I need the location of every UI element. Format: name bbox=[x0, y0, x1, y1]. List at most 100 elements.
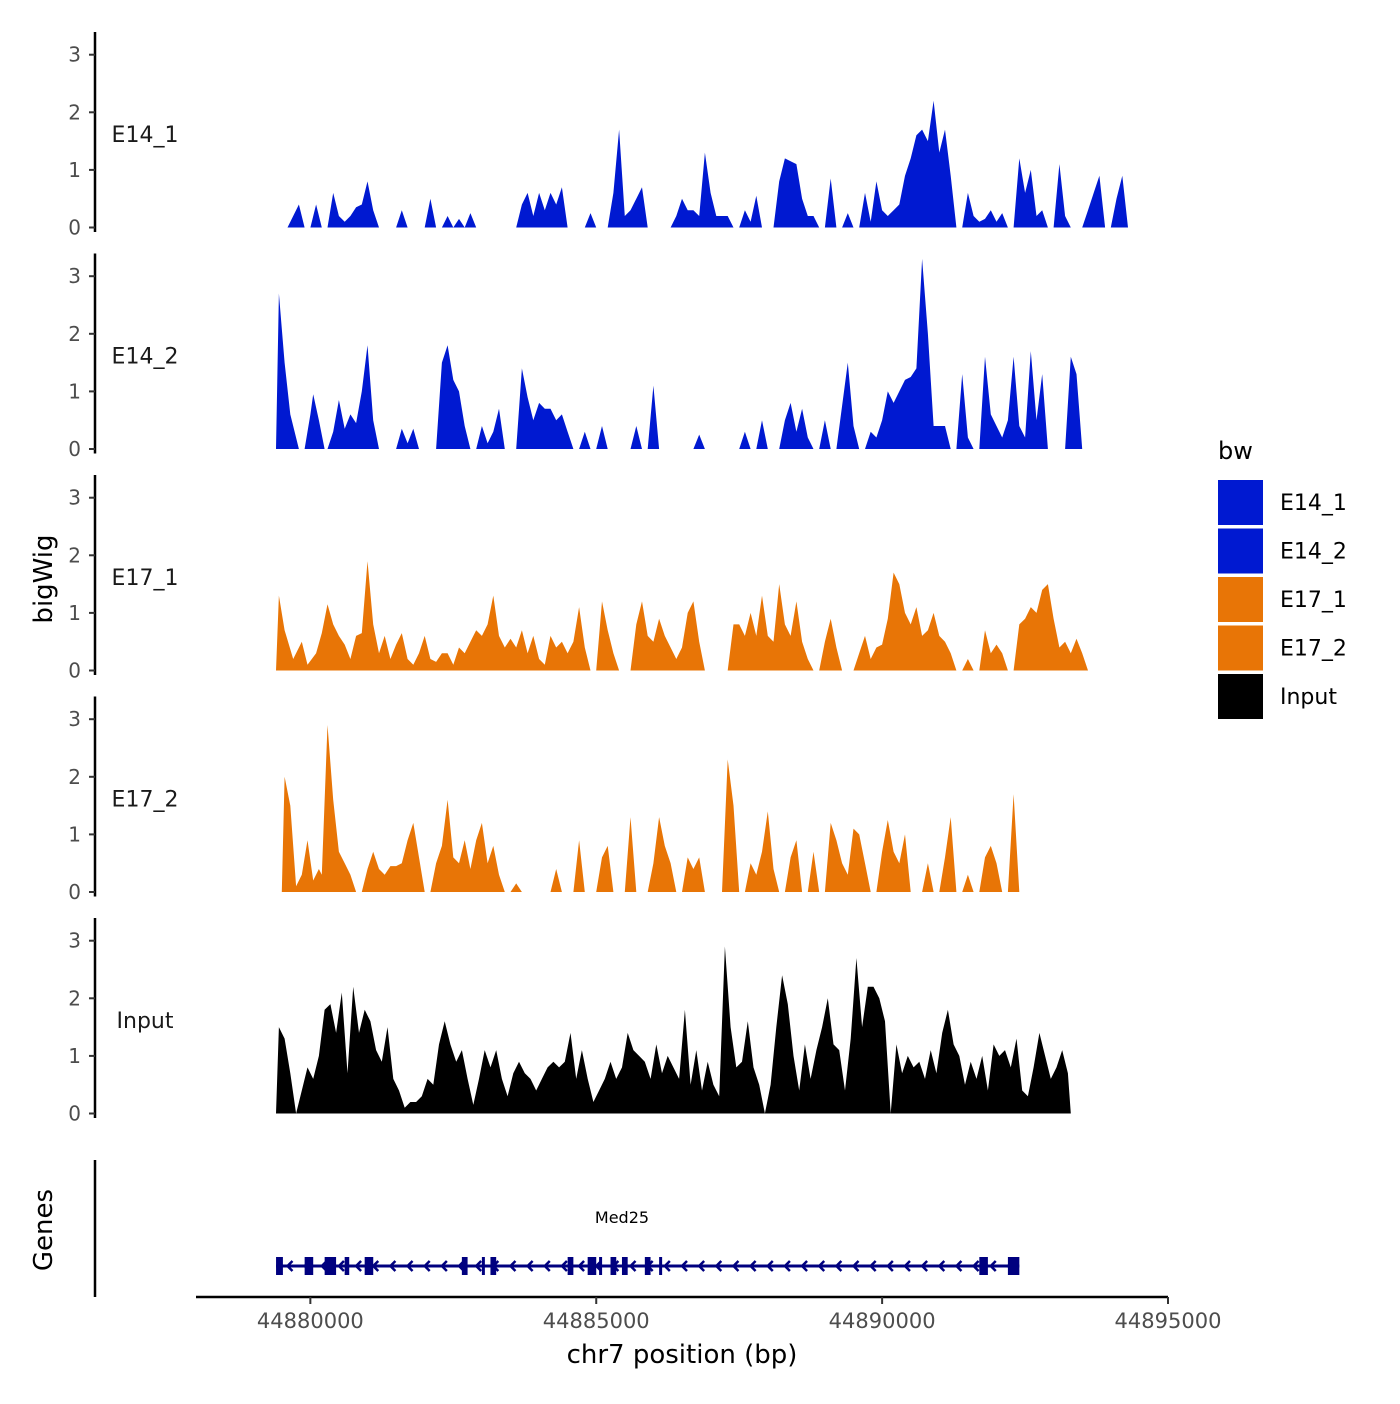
panel-label: E17_1 bbox=[112, 566, 179, 591]
y-tick-label: 2 bbox=[68, 100, 81, 124]
legend-entry-label: E14_1 bbox=[1280, 491, 1347, 516]
strand-arrow bbox=[354, 1260, 362, 1272]
genes-axis-title: Genes bbox=[29, 1189, 59, 1271]
panel-label: E14_2 bbox=[112, 345, 179, 370]
legend-entry-label: E17_2 bbox=[1280, 637, 1347, 662]
panel-e17-2: 0 1 2 3 E17_2 bbox=[68, 696, 1020, 904]
y-axis-title: bigWig bbox=[29, 534, 59, 623]
strand-arrow bbox=[765, 1260, 774, 1272]
y-tick-label: 0 bbox=[68, 216, 81, 240]
x-tick-label: 44895000 bbox=[1115, 1309, 1222, 1333]
y-tick-label: 1 bbox=[68, 158, 81, 182]
x-tick-label: 44880000 bbox=[257, 1309, 364, 1333]
exon-block bbox=[621, 1257, 628, 1275]
strand-arrow bbox=[954, 1260, 963, 1272]
strand-arrow bbox=[817, 1260, 826, 1272]
exon-block bbox=[599, 1257, 603, 1275]
strand-arrow bbox=[868, 1260, 877, 1272]
y-tick-label: 0 bbox=[68, 1102, 81, 1126]
legend-entry-label: E17_1 bbox=[1280, 588, 1347, 613]
legend-swatch bbox=[1218, 625, 1263, 671]
strand-arrow bbox=[422, 1260, 431, 1272]
exon-block bbox=[276, 1257, 283, 1275]
legend-swatch bbox=[1218, 577, 1263, 622]
strand-arrow bbox=[680, 1260, 688, 1272]
y-tick-label: 2 bbox=[68, 322, 81, 346]
strand-arrow bbox=[971, 1260, 980, 1272]
legend-title: bw bbox=[1218, 437, 1253, 465]
legend-swatch bbox=[1218, 528, 1263, 574]
strand-arrow bbox=[903, 1260, 911, 1272]
strand-arrow bbox=[731, 1260, 740, 1272]
strand-arrow bbox=[920, 1260, 929, 1272]
y-tick-label: 0 bbox=[68, 880, 81, 904]
exon-block bbox=[304, 1257, 314, 1275]
exon-block bbox=[364, 1257, 374, 1275]
panel-e14-1: 0 1 2 3 E14_1 bbox=[68, 32, 1128, 240]
signal-area bbox=[276, 561, 1088, 671]
strand-arrow bbox=[543, 1260, 551, 1272]
gene-label: Med25 bbox=[595, 1208, 649, 1227]
strand-arrow bbox=[748, 1260, 757, 1272]
exon-block bbox=[587, 1257, 597, 1275]
signal-area bbox=[276, 946, 1071, 1114]
exon-block bbox=[610, 1257, 617, 1275]
exon-block bbox=[481, 1257, 485, 1275]
strand-arrow bbox=[525, 1260, 534, 1272]
strand-arrow bbox=[405, 1260, 414, 1272]
exon-block bbox=[979, 1257, 988, 1275]
x-tick-label: 44890000 bbox=[829, 1309, 936, 1333]
strand-arrow bbox=[440, 1260, 448, 1272]
signal-area bbox=[281, 725, 1020, 892]
strand-arrow bbox=[886, 1260, 894, 1272]
y-tick-label: 3 bbox=[68, 707, 81, 731]
strand-arrow bbox=[285, 1260, 294, 1272]
x-axis-title: chr7 position (bp) bbox=[567, 1340, 798, 1370]
y-tick-label: 0 bbox=[68, 437, 81, 461]
panel-input: 0 1 2 3 Input bbox=[68, 918, 1071, 1126]
strand-arrow bbox=[577, 1260, 585, 1272]
strand-arrow bbox=[474, 1260, 483, 1272]
strand-arrow bbox=[851, 1260, 860, 1272]
x-axis: 44880000 44885000 44890000 44895000 bbox=[196, 1295, 1222, 1333]
signal-area bbox=[276, 258, 1083, 449]
y-tick-label: 3 bbox=[68, 264, 81, 288]
exon-block bbox=[1007, 1257, 1020, 1275]
legend-swatch bbox=[1218, 674, 1263, 719]
y-tick-label: 3 bbox=[68, 929, 81, 953]
y-tick-label: 3 bbox=[68, 486, 81, 510]
strand-arrow bbox=[714, 1260, 723, 1272]
y-tick-label: 2 bbox=[68, 765, 81, 789]
y-tick-label: 1 bbox=[68, 379, 81, 403]
strand-arrow bbox=[834, 1260, 843, 1272]
exon-block bbox=[324, 1257, 337, 1275]
strand-arrow bbox=[800, 1260, 808, 1272]
x-tick-label: 44885000 bbox=[543, 1309, 650, 1333]
exon-block bbox=[567, 1257, 574, 1275]
strand-arrow bbox=[388, 1260, 397, 1272]
legend-swatch bbox=[1218, 480, 1263, 525]
y-tick-label: 2 bbox=[68, 986, 81, 1010]
exon-block bbox=[344, 1257, 350, 1275]
panel-e17-1: 0 1 2 3 E17_1 bbox=[68, 475, 1088, 683]
track-panels: 0 1 2 3 E14_1 0 1 2 3 E14_2 0 1 2 3 E17_1 0 1 2 3 E17_2 0 1 2 3… bbox=[68, 32, 1128, 1126]
exon-block bbox=[659, 1257, 663, 1275]
signal-area bbox=[287, 100, 1128, 228]
panel-label: Input bbox=[117, 1009, 174, 1034]
exon-block bbox=[461, 1257, 468, 1275]
strand-arrow bbox=[508, 1260, 517, 1272]
legend: E14_1 E14_2 E17_1 E17_2 Input bbox=[1218, 480, 1347, 719]
strand-arrow bbox=[937, 1260, 946, 1272]
y-tick-label: 3 bbox=[68, 43, 81, 67]
exon-block bbox=[490, 1257, 497, 1275]
exon-block bbox=[644, 1257, 651, 1275]
panel-e14-2: 0 1 2 3 E14_2 bbox=[68, 253, 1083, 461]
strand-arrow bbox=[783, 1260, 791, 1272]
strand-arrow bbox=[560, 1260, 568, 1272]
panel-label: E14_1 bbox=[112, 123, 179, 148]
gene-track bbox=[93, 1160, 1020, 1297]
strand-arrow bbox=[663, 1260, 671, 1272]
y-tick-label: 1 bbox=[68, 822, 81, 846]
